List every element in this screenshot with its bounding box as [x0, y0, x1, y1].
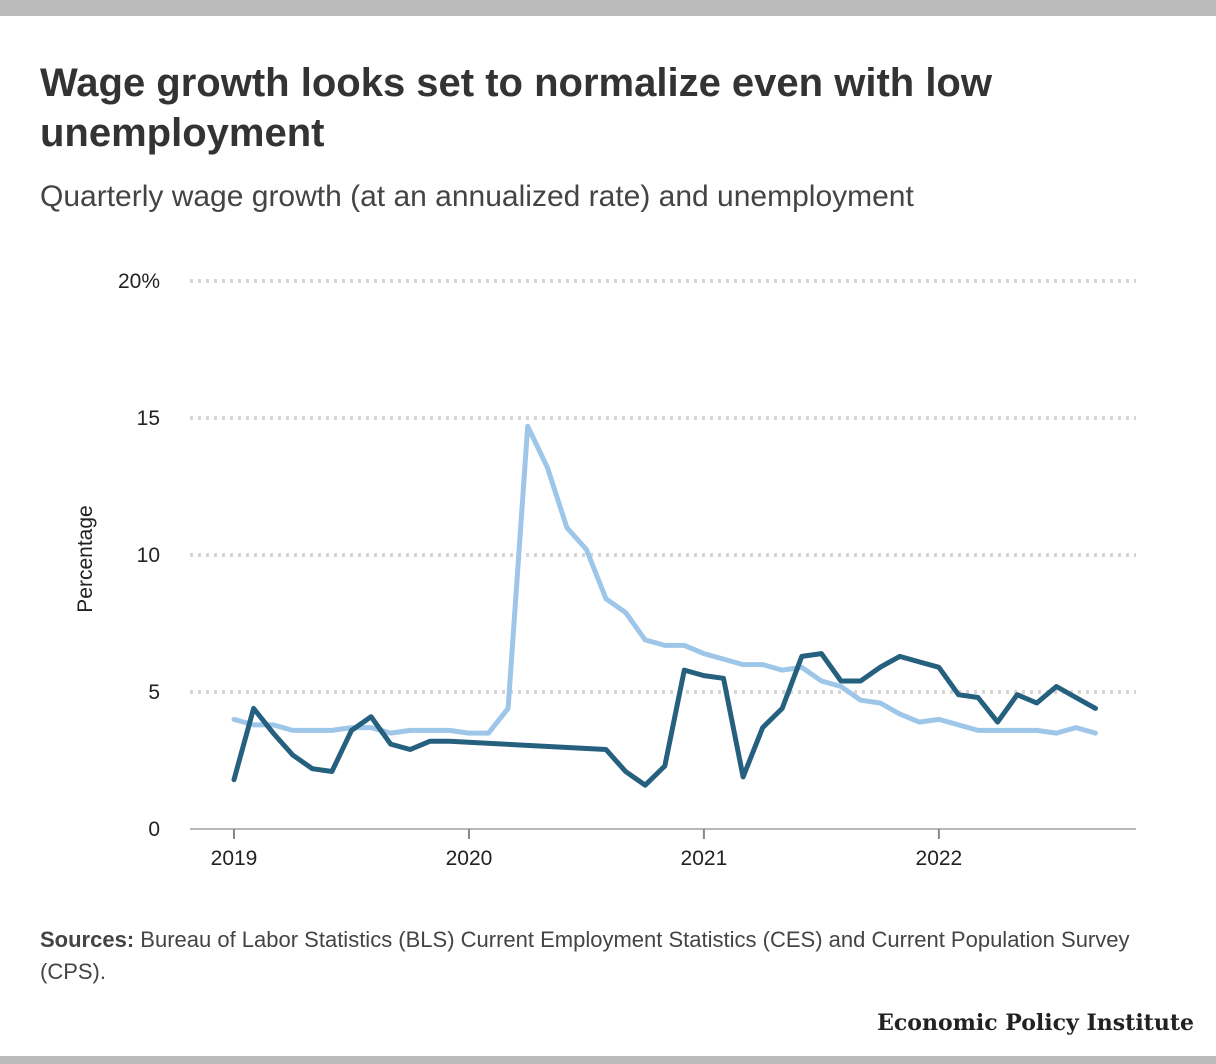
x-tick-label: 2019 — [211, 847, 258, 870]
y-tick-label: 10 — [137, 544, 160, 567]
series-lines — [231, 423, 1098, 788]
y-axis-title: Percentage — [74, 505, 97, 612]
top-border-bar — [0, 0, 1216, 16]
line-chart: 0 5 10 15 20% 2019 2020 2021 2022 Percentage — [74, 270, 1136, 870]
y-tick-label: 15 — [137, 407, 160, 430]
gridlines — [190, 279, 1136, 694]
x-tick-label: 2020 — [446, 847, 493, 870]
x-tick-label: 2021 — [681, 847, 728, 870]
chart-title: Wage growth looks set to normalize even … — [40, 61, 992, 155]
chart-subtitle: Quarterly wage growth (at an annualized … — [40, 180, 914, 213]
sources-text: Bureau of Labor Statistics (BLS) Current… — [40, 927, 1130, 984]
series-line-2 — [231, 651, 1098, 788]
bottom-border-bar — [0, 1056, 1216, 1064]
y-tick-label: 5 — [148, 681, 160, 704]
sources-label: Sources: — [40, 927, 135, 952]
sources-note: Sources: Bureau of Labor Statistics (BLS… — [40, 924, 1180, 988]
tick-labels: 0 5 10 15 20% 2019 2020 2021 2022 Percentage — [74, 270, 962, 870]
brand-logo: Economic Policy Institute — [877, 1010, 1194, 1036]
y-tick-label: 0 — [148, 818, 160, 841]
y-tick-label: 20% — [118, 270, 160, 293]
axes — [190, 828, 1136, 839]
series-line-1 — [231, 423, 1098, 736]
x-tick-label: 2022 — [916, 847, 963, 870]
